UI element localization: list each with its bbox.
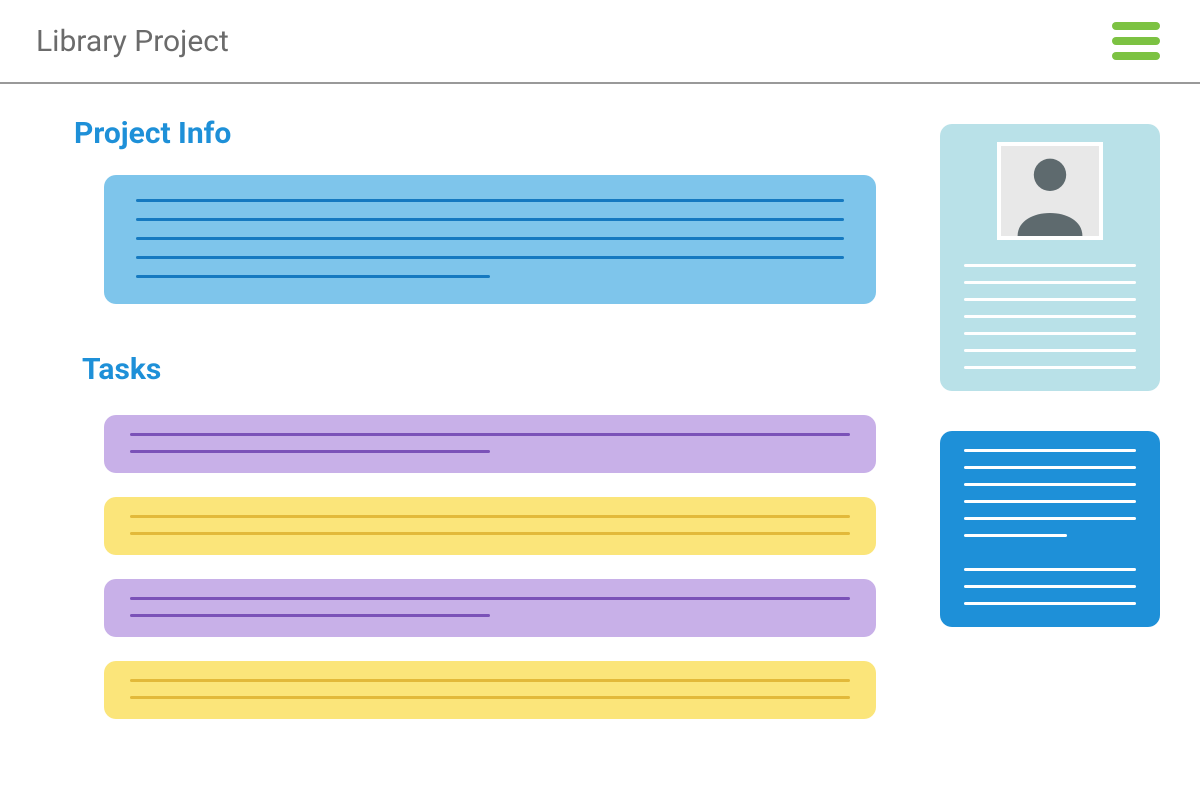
text-line <box>130 433 850 436</box>
text-line <box>964 332 1136 335</box>
text-line <box>964 534 1067 537</box>
text-line <box>130 597 850 600</box>
task-card[interactable] <box>104 497 876 555</box>
text-line <box>130 515 850 518</box>
project-info-card <box>104 175 876 304</box>
text-line <box>964 298 1136 301</box>
hamburger-line <box>1112 52 1160 60</box>
person-icon <box>1005 146 1095 236</box>
task-card[interactable] <box>104 661 876 719</box>
tasks-list <box>40 415 884 719</box>
text-line <box>964 349 1136 352</box>
hamburger-line <box>1112 22 1160 30</box>
text-line <box>964 500 1136 503</box>
content: Project Info Tasks <box>0 84 1200 743</box>
text-line <box>964 585 1136 588</box>
hamburger-line <box>1112 37 1160 45</box>
text-line <box>130 614 490 617</box>
text-line <box>136 199 844 202</box>
task-card[interactable] <box>104 415 876 473</box>
text-line <box>964 483 1136 486</box>
text-line <box>964 466 1136 469</box>
side-card <box>940 431 1160 627</box>
text-line <box>136 218 844 221</box>
header: Library Project <box>0 0 1200 84</box>
text-line <box>964 315 1136 318</box>
text-line <box>136 256 844 259</box>
text-line <box>964 602 1136 605</box>
text-line <box>136 237 844 240</box>
page-title: Library Project <box>36 24 229 59</box>
text-line <box>964 281 1136 284</box>
text-line <box>964 366 1136 369</box>
text-line <box>130 450 490 453</box>
text-line <box>130 679 850 682</box>
avatar <box>997 142 1103 240</box>
menu-icon[interactable] <box>1108 18 1164 64</box>
main-column: Project Info Tasks <box>40 116 884 743</box>
side-card <box>940 124 1160 391</box>
project-info-heading: Project Info <box>74 116 884 151</box>
text-line <box>964 568 1136 571</box>
tasks-heading: Tasks <box>82 352 884 387</box>
text-line <box>130 532 850 535</box>
text-line <box>964 264 1136 267</box>
text-line <box>964 449 1136 452</box>
task-card[interactable] <box>104 579 876 637</box>
sidebar <box>940 116 1160 743</box>
text-line <box>964 551 1136 554</box>
text-line <box>964 517 1136 520</box>
text-line <box>130 696 850 699</box>
text-line <box>136 275 490 278</box>
